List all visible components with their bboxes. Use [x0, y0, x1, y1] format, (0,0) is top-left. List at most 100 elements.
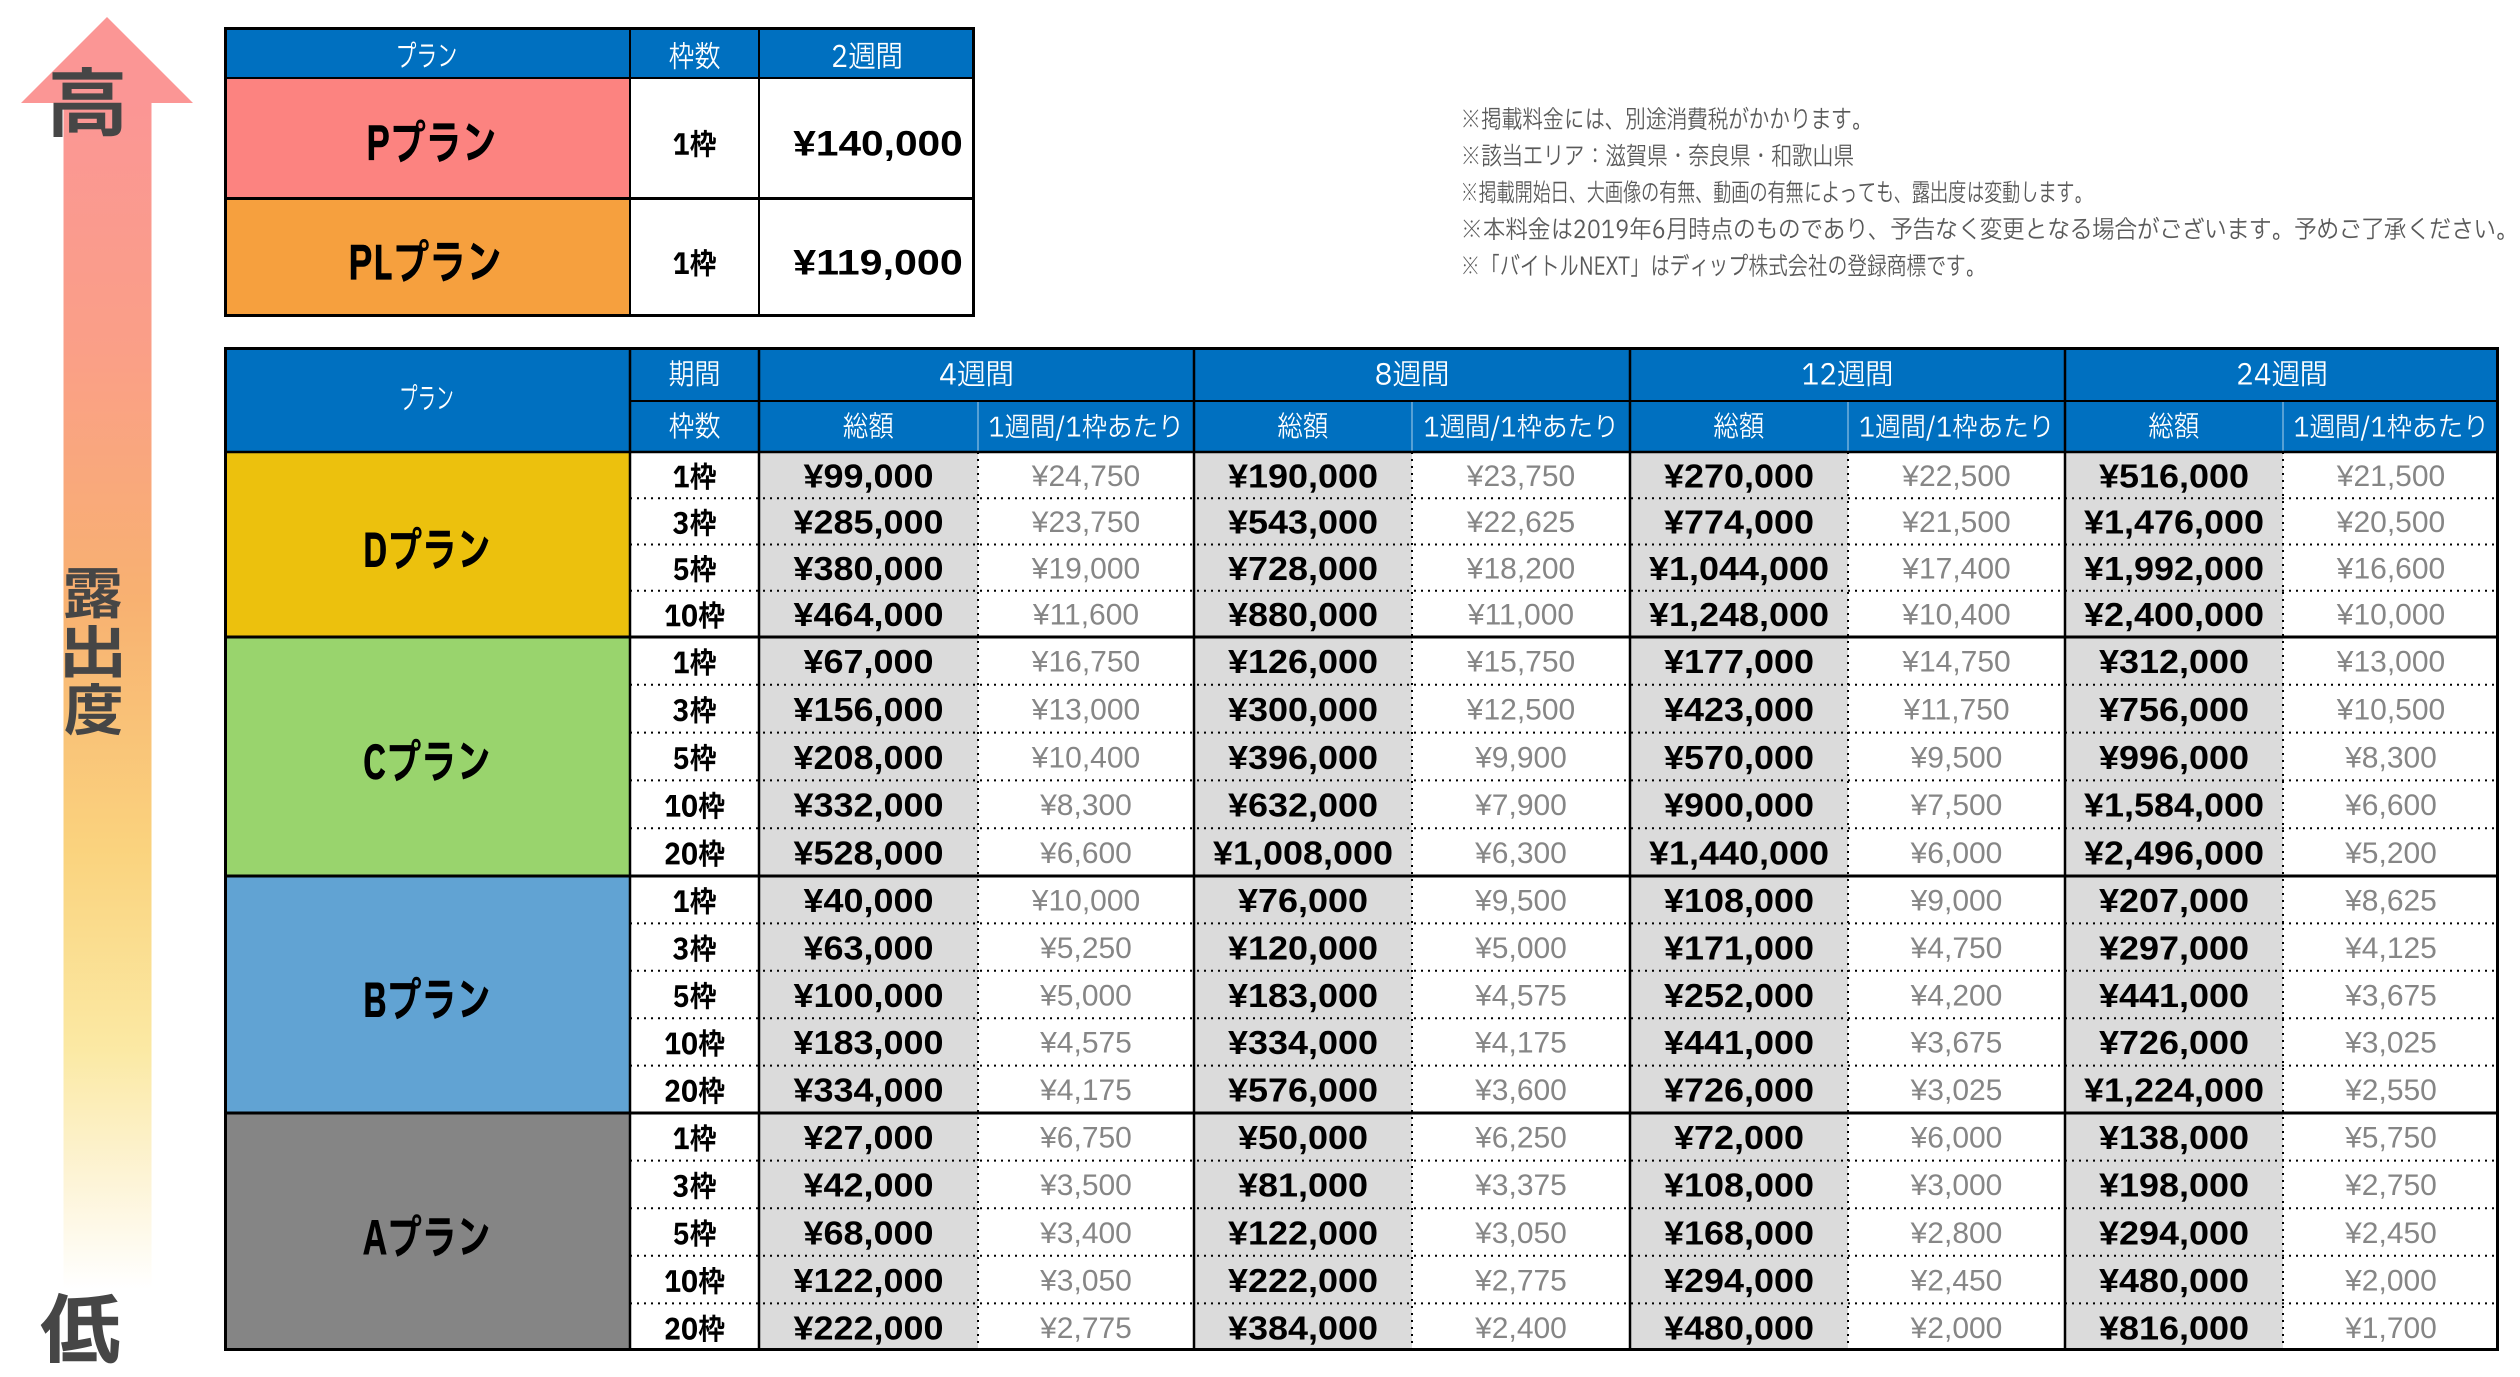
- svg-text:¥3,675: ¥3,675: [1910, 1027, 2003, 1060]
- svg-text:¥22,625: ¥22,625: [1466, 506, 1575, 539]
- svg-text:¥464,000: ¥464,000: [794, 596, 944, 633]
- svg-text:¥2,750: ¥2,750: [2344, 1169, 2437, 1202]
- svg-text:¥334,000: ¥334,000: [1228, 1024, 1378, 1061]
- svg-text:¥6,750: ¥6,750: [1039, 1122, 1132, 1155]
- svg-text:¥11,750: ¥11,750: [1902, 694, 2009, 727]
- svg-text:¥10,400: ¥10,400: [1901, 599, 2010, 632]
- svg-text:¥13,000: ¥13,000: [2336, 646, 2445, 679]
- svg-text:¥120,000: ¥120,000: [1228, 929, 1378, 966]
- svg-text:¥1,440,000: ¥1,440,000: [1649, 834, 1829, 871]
- svg-text:¥16,750: ¥16,750: [1031, 646, 1140, 679]
- svg-text:¥5,200: ¥5,200: [2344, 837, 2437, 870]
- svg-text:¥183,000: ¥183,000: [794, 1024, 944, 1061]
- svg-text:¥119,000: ¥119,000: [793, 244, 963, 283]
- svg-text:¥6,250: ¥6,250: [1474, 1122, 1567, 1155]
- svg-text:¥10,500: ¥10,500: [2336, 694, 2445, 727]
- svg-text:¥21,500: ¥21,500: [2336, 460, 2445, 493]
- svg-text:¥7,900: ¥7,900: [1474, 789, 1567, 822]
- svg-text:¥2,450: ¥2,450: [2344, 1217, 2437, 1250]
- svg-text:¥122,000: ¥122,000: [1228, 1214, 1378, 1251]
- svg-text:¥270,000: ¥270,000: [1664, 457, 1814, 494]
- svg-text:¥22,500: ¥22,500: [1901, 460, 2010, 493]
- svg-text:¥528,000: ¥528,000: [794, 834, 944, 871]
- svg-text:¥4,125: ¥4,125: [2344, 932, 2437, 965]
- svg-text:¥632,000: ¥632,000: [1228, 787, 1378, 824]
- svg-text:¥1,476,000: ¥1,476,000: [2084, 504, 2264, 541]
- svg-text:¥774,000: ¥774,000: [1664, 504, 1814, 541]
- svg-text:¥222,000: ¥222,000: [794, 1310, 944, 1347]
- svg-text:¥2,775: ¥2,775: [1474, 1264, 1567, 1297]
- svg-text:¥3,375: ¥3,375: [1474, 1169, 1567, 1202]
- svg-text:¥122,000: ¥122,000: [794, 1262, 944, 1299]
- svg-text:¥63,000: ¥63,000: [804, 929, 934, 966]
- svg-text:¥2,400: ¥2,400: [1474, 1312, 1567, 1345]
- svg-text:¥208,000: ¥208,000: [794, 739, 944, 776]
- svg-text:¥4,750: ¥4,750: [1910, 932, 2003, 965]
- svg-text:¥11,600: ¥11,600: [1032, 599, 1139, 632]
- svg-text:¥198,000: ¥198,000: [2099, 1167, 2249, 1204]
- svg-text:¥27,000: ¥27,000: [804, 1119, 934, 1156]
- svg-text:¥13,000: ¥13,000: [1031, 694, 1140, 727]
- svg-text:¥6,000: ¥6,000: [1910, 1122, 2003, 1155]
- svg-text:¥72,000: ¥72,000: [1674, 1119, 1804, 1156]
- svg-text:¥10,400: ¥10,400: [1031, 741, 1140, 774]
- svg-text:¥5,750: ¥5,750: [2344, 1122, 2437, 1155]
- svg-text:¥441,000: ¥441,000: [1664, 1024, 1814, 1061]
- svg-text:¥543,000: ¥543,000: [1228, 504, 1378, 541]
- svg-text:¥3,000: ¥3,000: [1910, 1169, 2003, 1202]
- svg-text:¥816,000: ¥816,000: [2099, 1310, 2249, 1347]
- svg-text:¥4,575: ¥4,575: [1039, 1027, 1132, 1060]
- svg-text:¥294,000: ¥294,000: [1664, 1262, 1814, 1299]
- svg-text:¥294,000: ¥294,000: [2099, 1214, 2249, 1251]
- svg-text:¥1,700: ¥1,700: [2344, 1312, 2437, 1345]
- svg-text:¥6,300: ¥6,300: [1474, 837, 1567, 870]
- svg-text:¥3,600: ¥3,600: [1474, 1074, 1567, 1107]
- svg-text:¥6,000: ¥6,000: [1910, 837, 2003, 870]
- svg-text:¥177,000: ¥177,000: [1664, 643, 1814, 680]
- svg-text:¥728,000: ¥728,000: [1228, 550, 1378, 587]
- svg-text:¥332,000: ¥332,000: [794, 787, 944, 824]
- svg-text:¥1,224,000: ¥1,224,000: [2084, 1072, 2264, 1109]
- svg-text:¥68,000: ¥68,000: [804, 1214, 934, 1251]
- svg-text:¥2,775: ¥2,775: [1039, 1312, 1132, 1345]
- svg-text:¥5,250: ¥5,250: [1039, 932, 1132, 965]
- svg-text:¥2,550: ¥2,550: [2344, 1074, 2437, 1107]
- svg-text:¥1,248,000: ¥1,248,000: [1649, 596, 1829, 633]
- svg-text:¥20,500: ¥20,500: [2336, 506, 2445, 539]
- svg-text:¥996,000: ¥996,000: [2099, 739, 2249, 776]
- svg-text:¥2,400,000: ¥2,400,000: [2084, 596, 2264, 633]
- svg-text:¥3,400: ¥3,400: [1039, 1217, 1132, 1250]
- svg-text:¥480,000: ¥480,000: [2099, 1262, 2249, 1299]
- svg-text:¥207,000: ¥207,000: [2099, 882, 2249, 919]
- svg-text:¥23,750: ¥23,750: [1466, 460, 1575, 493]
- svg-text:¥1,008,000: ¥1,008,000: [1213, 834, 1393, 871]
- svg-text:¥516,000: ¥516,000: [2099, 457, 2249, 494]
- svg-text:¥900,000: ¥900,000: [1664, 787, 1814, 824]
- svg-text:¥8,300: ¥8,300: [1039, 789, 1132, 822]
- svg-text:¥81,000: ¥81,000: [1238, 1167, 1368, 1204]
- svg-text:¥570,000: ¥570,000: [1664, 739, 1814, 776]
- svg-text:¥17,400: ¥17,400: [1901, 552, 2010, 585]
- svg-text:¥1,584,000: ¥1,584,000: [2084, 787, 2264, 824]
- svg-text:¥2,496,000: ¥2,496,000: [2084, 834, 2264, 871]
- svg-text:¥40,000: ¥40,000: [804, 882, 934, 919]
- svg-text:¥3,050: ¥3,050: [1039, 1264, 1132, 1297]
- svg-text:¥726,000: ¥726,000: [2099, 1024, 2249, 1061]
- svg-text:¥8,625: ¥8,625: [2344, 885, 2437, 918]
- svg-text:¥480,000: ¥480,000: [1664, 1310, 1814, 1347]
- svg-text:¥16,600: ¥16,600: [2336, 552, 2445, 585]
- svg-text:¥2,800: ¥2,800: [1910, 1217, 2003, 1250]
- svg-text:¥252,000: ¥252,000: [1664, 977, 1814, 1014]
- svg-text:¥4,175: ¥4,175: [1474, 1027, 1567, 1060]
- svg-text:¥6,600: ¥6,600: [2344, 789, 2437, 822]
- svg-text:¥285,000: ¥285,000: [794, 504, 944, 541]
- svg-text:¥726,000: ¥726,000: [1664, 1072, 1814, 1109]
- svg-text:¥5,000: ¥5,000: [1474, 932, 1567, 965]
- svg-text:¥1,992,000: ¥1,992,000: [2084, 550, 2264, 587]
- svg-text:¥168,000: ¥168,000: [1664, 1214, 1814, 1251]
- svg-text:¥18,200: ¥18,200: [1466, 552, 1575, 585]
- svg-text:¥11,000: ¥11,000: [1467, 599, 1574, 632]
- svg-text:¥380,000: ¥380,000: [794, 550, 944, 587]
- svg-text:¥2,000: ¥2,000: [1910, 1312, 2003, 1345]
- svg-text:¥312,000: ¥312,000: [2099, 643, 2249, 680]
